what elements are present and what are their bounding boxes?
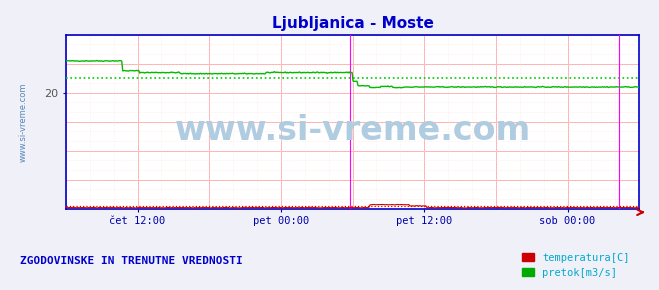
- Legend: temperatura[C], pretok[m3/s]: temperatura[C], pretok[m3/s]: [517, 248, 634, 282]
- Title: Ljubljanica - Moste: Ljubljanica - Moste: [272, 16, 434, 31]
- Text: www.si-vreme.com: www.si-vreme.com: [175, 114, 530, 147]
- Text: www.si-vreme.com: www.si-vreme.com: [18, 82, 28, 162]
- Text: ZGODOVINSKE IN TRENUTNE VREDNOSTI: ZGODOVINSKE IN TRENUTNE VREDNOSTI: [20, 256, 243, 266]
